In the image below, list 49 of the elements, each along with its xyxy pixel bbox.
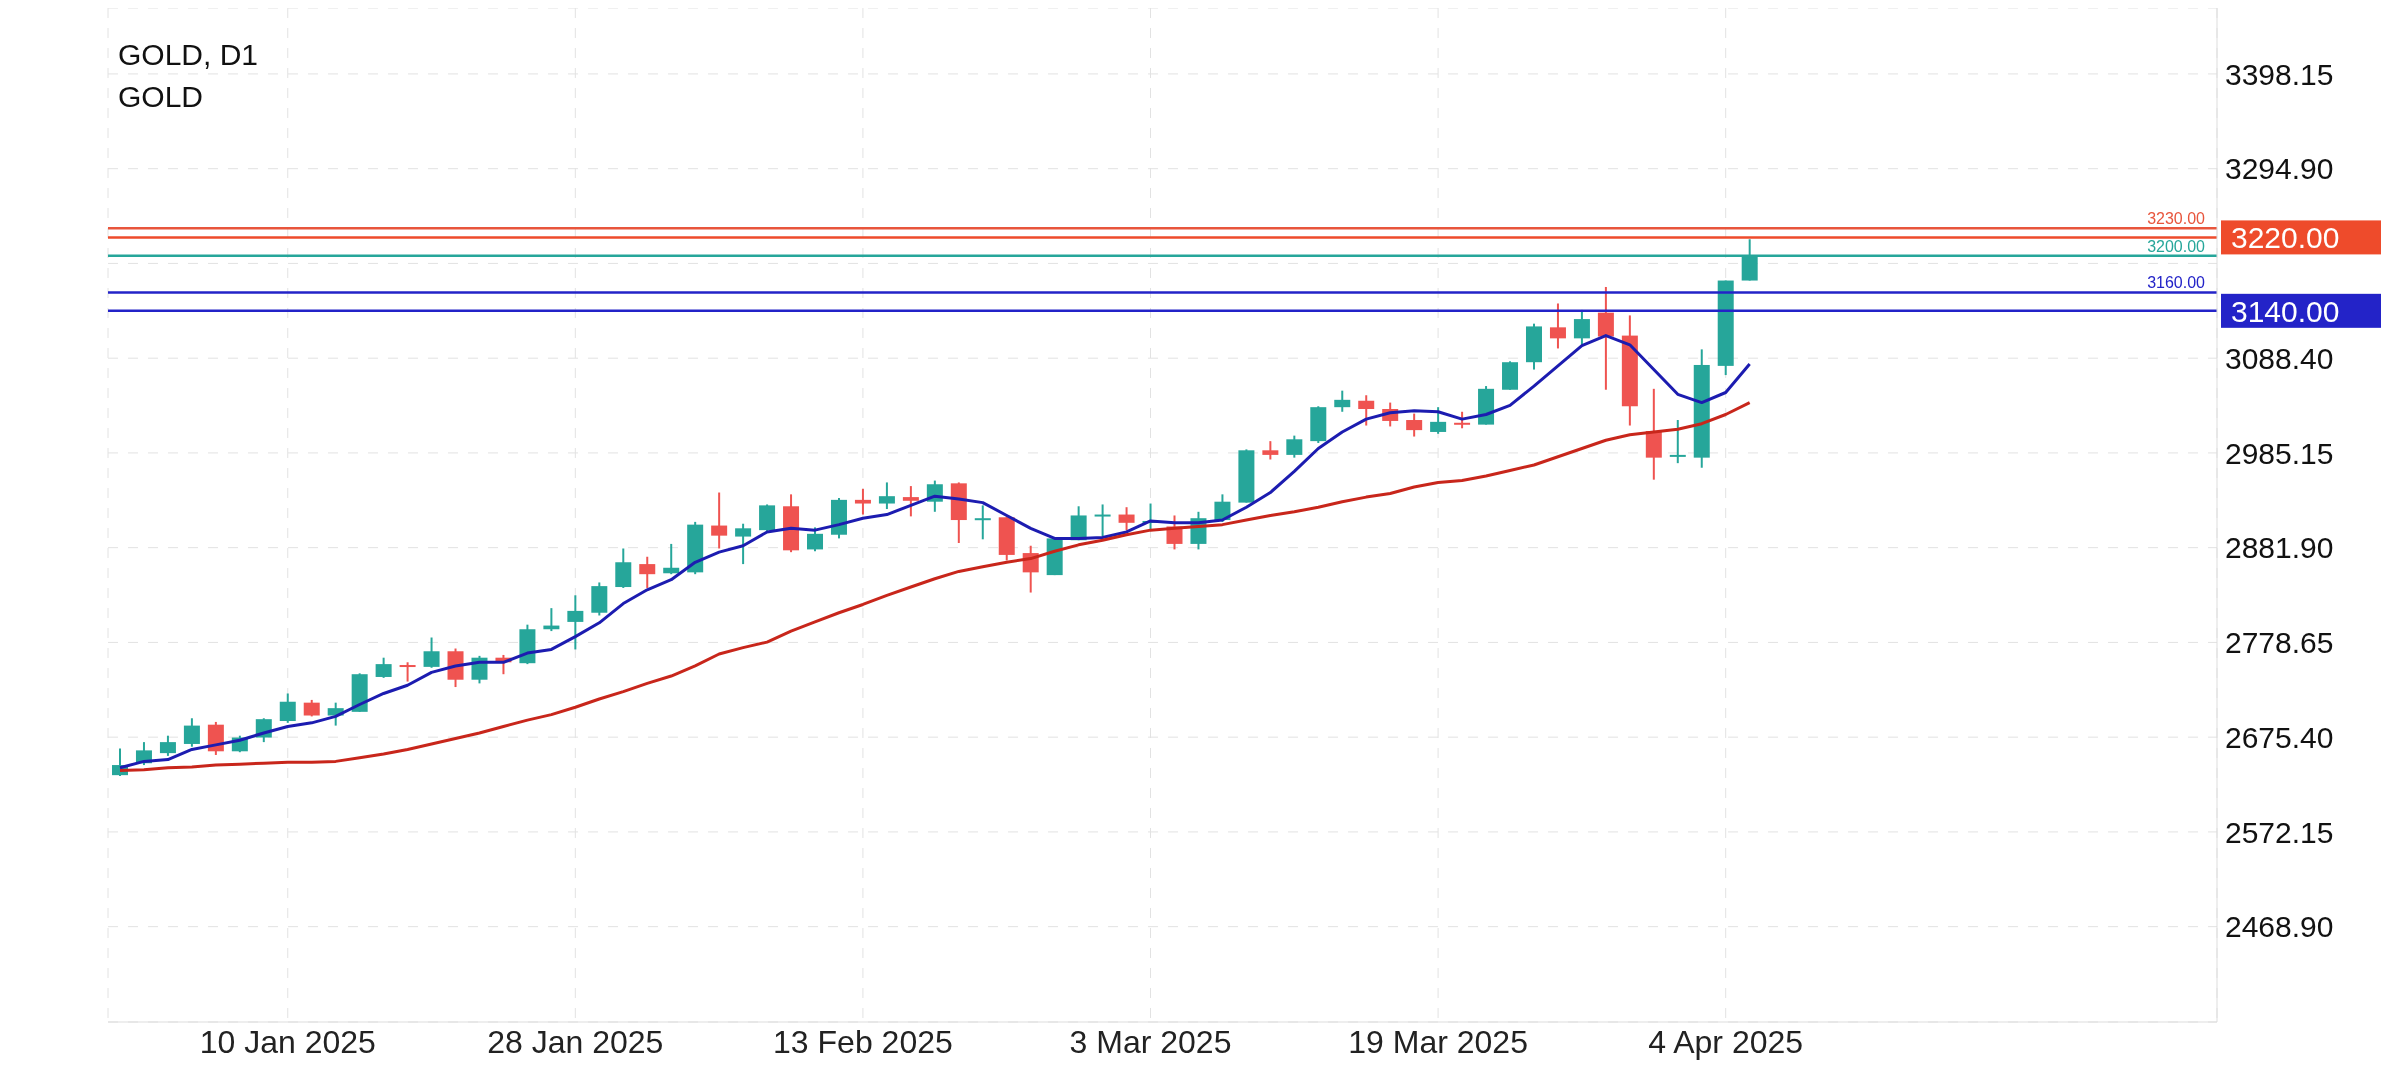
ref-line-label: 3160.00 bbox=[2147, 274, 2206, 292]
candlestick bbox=[663, 542, 680, 576]
x-tick-label: 13 Feb 2025 bbox=[773, 1023, 953, 1060]
candlestick bbox=[1262, 440, 1279, 461]
y-tick-label: 2572.15 bbox=[2225, 815, 2334, 849]
text: GOLD bbox=[118, 80, 204, 114]
candlestick bbox=[1334, 389, 1351, 413]
candlestick bbox=[375, 656, 392, 679]
x-tick-label: 4 Apr 2025 bbox=[1648, 1023, 1804, 1060]
candlestick bbox=[854, 487, 871, 516]
candlestick bbox=[1597, 285, 1614, 391]
candlestick bbox=[1094, 503, 1111, 538]
candlestick bbox=[878, 481, 895, 511]
x-tick-label: 3 Mar 2025 bbox=[1069, 1023, 1232, 1060]
candlestick bbox=[567, 594, 584, 651]
candlestick bbox=[399, 661, 416, 683]
y-tick-label: 2985.15 bbox=[2225, 436, 2334, 470]
y-tick-label: 3398.15 bbox=[2225, 57, 2334, 91]
y-tick-label: 2468.90 bbox=[2225, 910, 2334, 944]
y-tick-label: 2881.90 bbox=[2225, 531, 2334, 565]
candlestick bbox=[183, 717, 200, 748]
y-tick-label: 3294.90 bbox=[2225, 152, 2334, 186]
candlestick bbox=[1118, 506, 1135, 532]
ref-line-label: 3230.00 bbox=[2147, 210, 2206, 228]
candlestick bbox=[639, 555, 656, 589]
candlestick bbox=[1358, 394, 1375, 427]
x-tick-label: 19 Mar 2025 bbox=[1348, 1023, 1528, 1060]
candlestick bbox=[974, 504, 991, 541]
ref-line-label: 3140.00 bbox=[2231, 294, 2340, 328]
x-tick-label: 28 Jan 2025 bbox=[487, 1023, 664, 1060]
x-tick-label: 10 Jan 2025 bbox=[199, 1023, 376, 1060]
y-tick-label: 2778.65 bbox=[2225, 626, 2334, 660]
candlestick bbox=[711, 491, 728, 550]
candlestick bbox=[902, 485, 919, 518]
candlestick bbox=[735, 522, 752, 566]
y-tick-label: 3088.40 bbox=[2225, 341, 2334, 375]
candlestick bbox=[1406, 412, 1423, 438]
ref-line-label: 3220.00 bbox=[2231, 221, 2340, 255]
y-tick-label: 2675.40 bbox=[2225, 720, 2334, 754]
candlestick bbox=[807, 526, 824, 553]
candlestick bbox=[423, 636, 440, 669]
candlestick bbox=[279, 692, 296, 724]
candlestick bbox=[1549, 302, 1566, 350]
candlestick bbox=[1430, 406, 1447, 435]
candlestick bbox=[1286, 434, 1303, 459]
text: GOLD, D1 bbox=[118, 38, 259, 72]
candlestick bbox=[1669, 419, 1686, 465]
candlestick bbox=[159, 734, 176, 757]
ref-line-label: 3200.00 bbox=[2147, 237, 2206, 255]
